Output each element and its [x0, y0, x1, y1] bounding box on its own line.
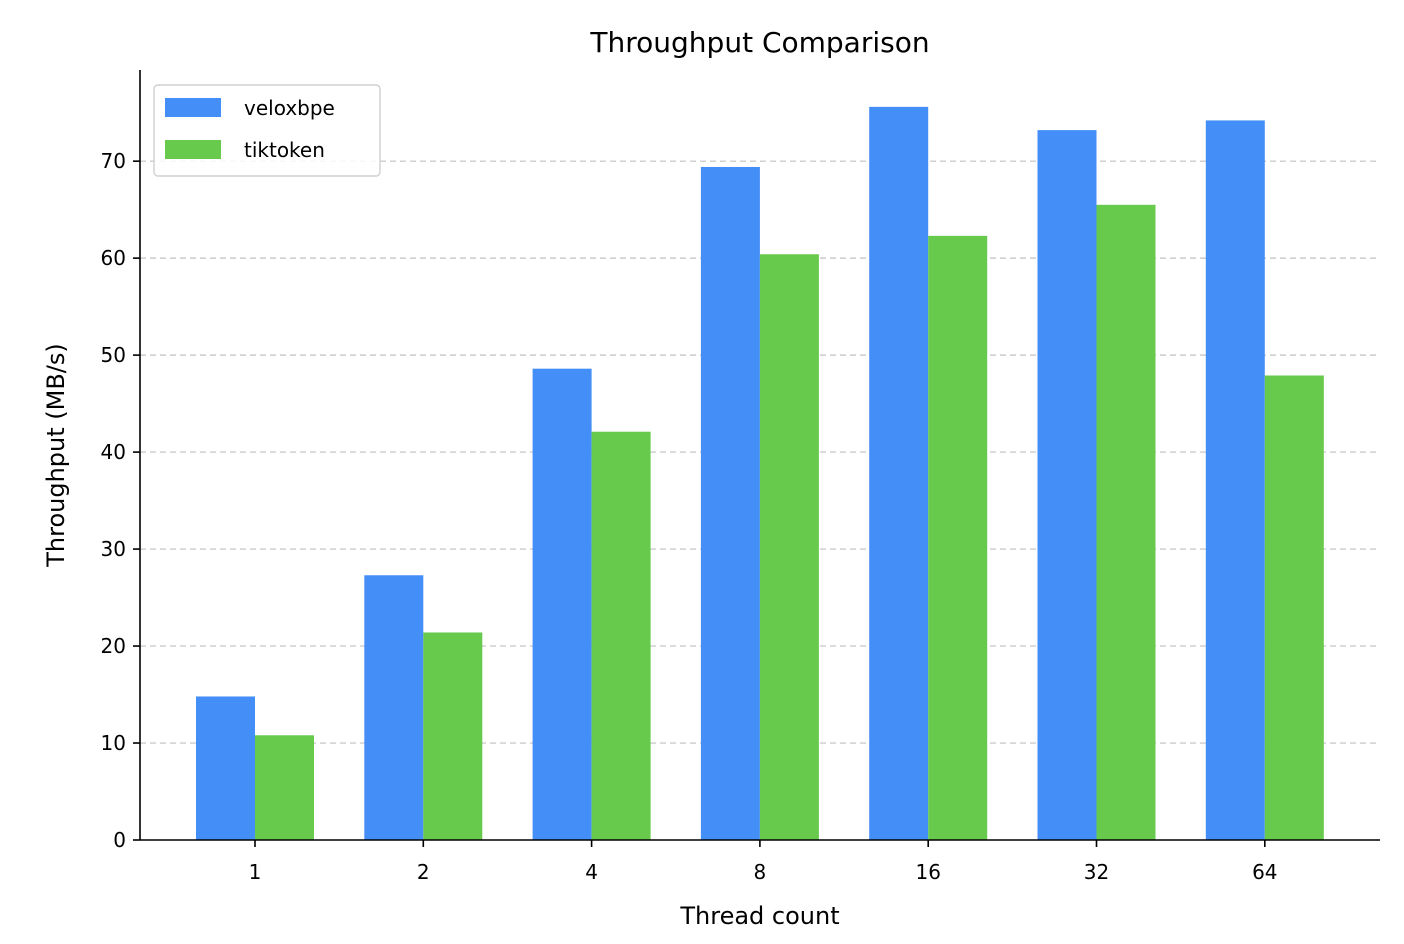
bar-veloxbpe-1	[196, 696, 255, 840]
legend-swatch-tiktoken	[165, 140, 221, 159]
legend: veloxbpe tiktoken	[153, 84, 381, 177]
bar-tiktoken-16	[928, 235, 988, 840]
y-tick-label-20: 20	[101, 634, 126, 658]
x-tick-label-8: 8	[754, 860, 767, 884]
x-tick-label-4: 4	[585, 860, 598, 884]
bar-tiktoken-64	[1264, 375, 1324, 840]
bar-tiktoken-4	[591, 431, 651, 840]
x-axis-ticks: 1 2 4 8 16 32 64	[249, 840, 1278, 884]
y-tick-label-0: 0	[113, 828, 126, 852]
bar-tiktoken-1	[255, 735, 314, 840]
y-axis-ticks: 0 10 20 30 40 50 60 70	[101, 149, 140, 852]
y-tick-label-50: 50	[101, 343, 126, 367]
x-tick-label-1: 1	[249, 860, 262, 884]
bar-veloxbpe-32	[1037, 130, 1097, 840]
bar-tiktoken-32	[1096, 204, 1156, 841]
y-tick-label-60: 60	[101, 246, 126, 270]
legend-label-veloxbpe: veloxbpe	[244, 96, 335, 120]
bar-veloxbpe-4	[532, 368, 592, 840]
bars	[196, 106, 1324, 841]
bar-tiktoken-2	[423, 632, 483, 840]
bar-veloxbpe-8	[700, 166, 760, 841]
y-tick-label-30: 30	[101, 537, 126, 561]
bar-veloxbpe-2	[364, 575, 424, 840]
x-tick-label-16: 16	[915, 860, 940, 884]
y-tick-label-40: 40	[101, 440, 126, 464]
bar-veloxbpe-16	[869, 106, 929, 841]
legend-swatch-veloxbpe	[165, 98, 221, 117]
y-tick-label-70: 70	[101, 149, 126, 173]
x-tick-label-32: 32	[1084, 860, 1109, 884]
y-tick-label-10: 10	[101, 731, 126, 755]
x-tick-label-64: 64	[1252, 860, 1277, 884]
x-axis-label: Thread count	[679, 902, 839, 930]
bar-tiktoken-8	[759, 254, 819, 840]
bar-veloxbpe-64	[1205, 120, 1265, 840]
chart-title: Throughput Comparison	[589, 26, 929, 59]
x-tick-label-2: 2	[417, 860, 430, 884]
legend-label-tiktoken: tiktoken	[244, 138, 325, 162]
y-axis-label: Throughput (MB/s)	[42, 343, 70, 568]
